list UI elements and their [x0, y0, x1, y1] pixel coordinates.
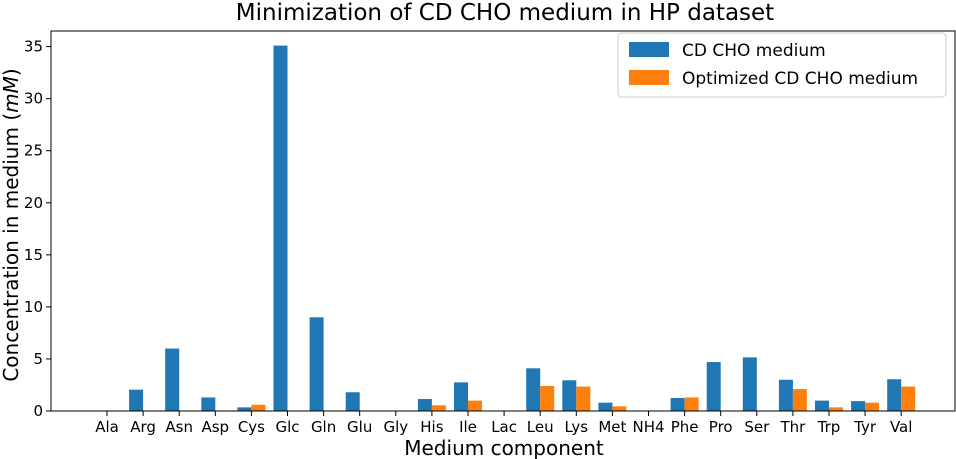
x-tick-label-glc: Glc [275, 418, 299, 436]
bar-optimized-trp [829, 407, 843, 411]
x-tick-label-glu: Glu [347, 418, 372, 436]
bar-optimized-lys [576, 386, 591, 411]
legend-label-cd-cho-medium: CD CHO medium [682, 41, 826, 61]
bar-optimized-phe [684, 397, 699, 411]
bar-optimized-tyr [865, 402, 880, 411]
bars-group [129, 45, 916, 411]
bar-cd-cho-asn [165, 348, 180, 411]
x-tick-label-met: Met [598, 418, 626, 436]
y-axis-label-suffix: ) [0, 68, 23, 76]
bar-cd-cho-trp [815, 400, 829, 411]
y-tick-label-20: 20 [24, 194, 43, 212]
x-tick-label-ala: Ala [95, 418, 119, 436]
bar-cd-cho-tyr [851, 401, 866, 411]
bar-cd-cho-met [598, 402, 613, 411]
bar-optimized-ile [468, 400, 482, 411]
legend-swatch-optimized-cd-cho-medium [629, 70, 669, 85]
x-axis-label: Medium component [404, 436, 604, 459]
y-axis-label-prefix: Concentration in medium ( [0, 113, 23, 382]
bar-optimized-cys [251, 404, 266, 411]
y-tick-label-15: 15 [24, 246, 43, 264]
x-tick-label-tyr: Tyr [853, 418, 877, 436]
y-axis-ticks: 0 5 10 15 20 25 30 35 [24, 38, 51, 420]
y-tick-label-35: 35 [24, 38, 43, 56]
bar-optimized-thr [792, 389, 807, 411]
x-tick-label-cys: Cys [238, 418, 265, 436]
x-tick-label-leu: Leu [527, 418, 554, 436]
bar-cd-cho-ser [742, 357, 757, 411]
bar-cd-cho-phe [670, 397, 685, 411]
bar-optimized-leu [540, 386, 555, 411]
x-tick-label-asp: Asp [201, 418, 229, 436]
bar-cd-cho-glc [273, 45, 288, 411]
chart-title: Minimization of CD CHO medium in HP data… [236, 0, 774, 26]
x-tick-label-thr: Thr [779, 418, 806, 436]
bar-cd-cho-cys [237, 407, 252, 411]
y-tick-label-30: 30 [24, 90, 43, 108]
y-axis-label: Concentration in medium (mM) [0, 68, 23, 381]
bar-cd-cho-his [417, 399, 432, 411]
bar-cd-cho-pro [706, 362, 721, 411]
bar-cd-cho-arg [129, 389, 144, 411]
x-axis-ticks: Ala Arg Asn Asp Cys Glc Gln Glu Gly His Ile Lac Leu L… [95, 411, 912, 436]
bar-cd-cho-val [887, 379, 902, 411]
x-tick-label-nh4: NH4 [632, 418, 664, 436]
y-tick-label-25: 25 [24, 142, 43, 160]
y-tick-label-0: 0 [33, 402, 43, 420]
x-tick-label-trp: Trp [817, 418, 841, 436]
y-tick-label-5: 5 [33, 350, 43, 368]
bar-cd-cho-lys [562, 380, 577, 411]
x-tick-label-ile: Ile [459, 418, 477, 436]
legend: CD CHO medium Optimized CD CHO medium [617, 32, 947, 98]
bar-cd-cho-asp [201, 397, 216, 411]
x-tick-label-lac: Lac [491, 418, 517, 436]
x-tick-label-gln: Gln [311, 418, 336, 436]
legend-swatch-cd-cho-medium [629, 42, 669, 57]
bar-cd-cho-thr [778, 379, 793, 411]
bar-cd-cho-gln [309, 317, 324, 411]
bar-cd-cho-glu [345, 392, 360, 411]
x-tick-label-phe: Phe [671, 418, 699, 436]
legend-label-optimized-cd-cho-medium: Optimized CD CHO medium [682, 69, 918, 89]
plot-frame [50, 30, 956, 412]
legend-box [617, 32, 947, 98]
bar-optimized-met [612, 406, 627, 411]
y-axis-label-unit: mM [0, 76, 23, 113]
x-tick-label-lys: Lys [564, 418, 588, 436]
x-tick-label-his: His [420, 418, 443, 436]
x-tick-label-asn: Asn [165, 418, 193, 436]
x-tick-label-pro: Pro [709, 418, 733, 436]
x-tick-label-val: Val [890, 418, 912, 436]
bar-optimized-val [901, 386, 916, 411]
bar-cd-cho-ile [454, 382, 468, 411]
bar-optimized-his [431, 405, 446, 411]
x-tick-label-gly: Gly [383, 418, 408, 436]
bar-cd-cho-leu [526, 368, 541, 411]
x-tick-label-arg: Arg [130, 418, 156, 436]
y-tick-label-10: 10 [24, 298, 43, 316]
x-tick-label-ser: Ser [744, 418, 770, 436]
